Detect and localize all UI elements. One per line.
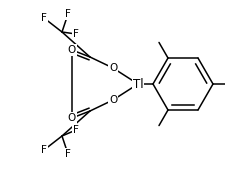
Text: Tl: Tl [133, 77, 143, 90]
Text: F: F [73, 29, 79, 39]
Text: O: O [68, 45, 76, 55]
Text: F: F [65, 9, 71, 19]
Text: F: F [41, 13, 47, 23]
Text: F: F [65, 149, 71, 159]
Text: F: F [41, 145, 47, 155]
Text: O: O [109, 63, 117, 73]
Text: F: F [73, 125, 79, 135]
Text: O: O [109, 95, 117, 105]
Text: O: O [68, 113, 76, 123]
